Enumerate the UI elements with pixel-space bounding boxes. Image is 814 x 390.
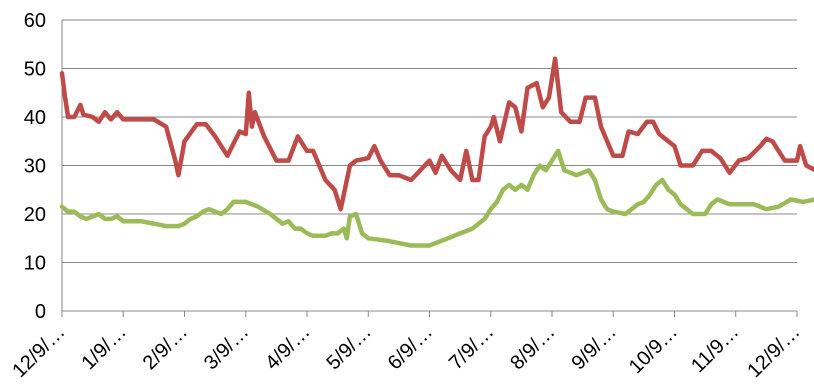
x-tick-label: 4/9/…	[261, 321, 314, 374]
x-tick-label: 10/9…	[625, 321, 682, 378]
x-tick-label: 11/9…	[687, 321, 743, 377]
x-tick-label: 1/9/…	[77, 321, 130, 374]
data-series	[59, 56, 814, 248]
x-axis-ticks: 12/9/… 1/9/… 2/9/… 3/9/… 4/9/… 5/9/… 6/9/… 7/9/…	[8, 311, 805, 382]
x-tick-label: 8/9/…	[506, 321, 559, 374]
y-tick-label: 60	[24, 10, 46, 32]
x-tick-label: 2/9/…	[139, 321, 192, 374]
y-tick-label: 20	[24, 204, 46, 226]
x-tick-label: 12/9/…	[8, 321, 69, 382]
x-tick-label: 5/9/…	[322, 321, 375, 374]
y-tick-label: 50	[24, 59, 46, 81]
y-tick-label: 30	[24, 156, 46, 178]
y-tick-label: 10	[24, 253, 46, 275]
series-line-red	[59, 56, 814, 212]
x-tick-label: 6/9/…	[384, 321, 437, 374]
x-tick-label: 12/9/…	[743, 321, 804, 382]
y-tick-label: 40	[24, 107, 46, 129]
x-tick-label: 3/9/…	[200, 321, 253, 374]
y-axis-ticks: 0 10 20 30 40 50 60	[24, 10, 46, 323]
series-line-green	[59, 148, 814, 248]
x-tick-label: 7/9/…	[445, 321, 498, 374]
y-tick-label: 0	[35, 301, 46, 323]
x-tick-label: 9/9/…	[567, 321, 620, 374]
